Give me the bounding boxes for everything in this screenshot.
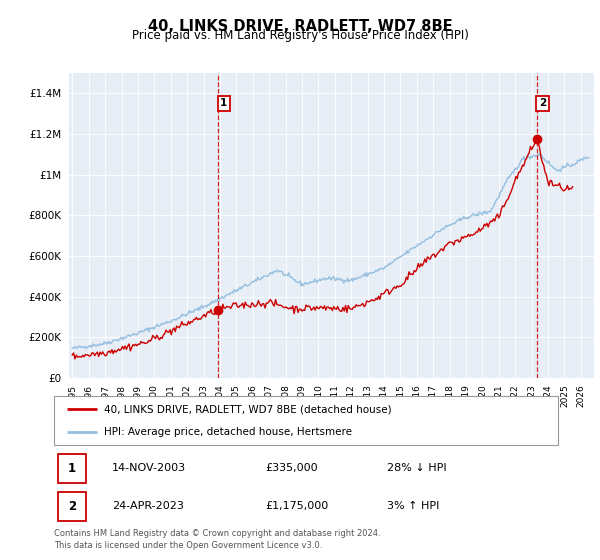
Text: 2: 2 xyxy=(539,99,546,108)
Text: 40, LINKS DRIVE, RADLETT, WD7 8BE (detached house): 40, LINKS DRIVE, RADLETT, WD7 8BE (detac… xyxy=(104,404,392,414)
Text: 2: 2 xyxy=(68,500,76,512)
Text: 3% ↑ HPI: 3% ↑ HPI xyxy=(386,501,439,511)
Text: Contains HM Land Registry data © Crown copyright and database right 2024.: Contains HM Land Registry data © Crown c… xyxy=(54,530,380,539)
Text: 24-APR-2023: 24-APR-2023 xyxy=(112,501,184,511)
Text: HPI: Average price, detached house, Hertsmere: HPI: Average price, detached house, Hert… xyxy=(104,427,352,437)
Text: 40, LINKS DRIVE, RADLETT, WD7 8BE: 40, LINKS DRIVE, RADLETT, WD7 8BE xyxy=(148,19,452,34)
Text: £1,175,000: £1,175,000 xyxy=(266,501,329,511)
Text: 28% ↓ HPI: 28% ↓ HPI xyxy=(386,463,446,473)
Text: This data is licensed under the Open Government Licence v3.0.: This data is licensed under the Open Gov… xyxy=(54,541,322,550)
Text: £335,000: £335,000 xyxy=(266,463,319,473)
FancyBboxPatch shape xyxy=(54,396,558,445)
Text: 1: 1 xyxy=(220,99,227,108)
FancyBboxPatch shape xyxy=(58,454,86,483)
FancyBboxPatch shape xyxy=(58,492,86,521)
Text: Price paid vs. HM Land Registry's House Price Index (HPI): Price paid vs. HM Land Registry's House … xyxy=(131,29,469,42)
Text: 1: 1 xyxy=(68,462,76,475)
Text: 14-NOV-2003: 14-NOV-2003 xyxy=(112,463,186,473)
